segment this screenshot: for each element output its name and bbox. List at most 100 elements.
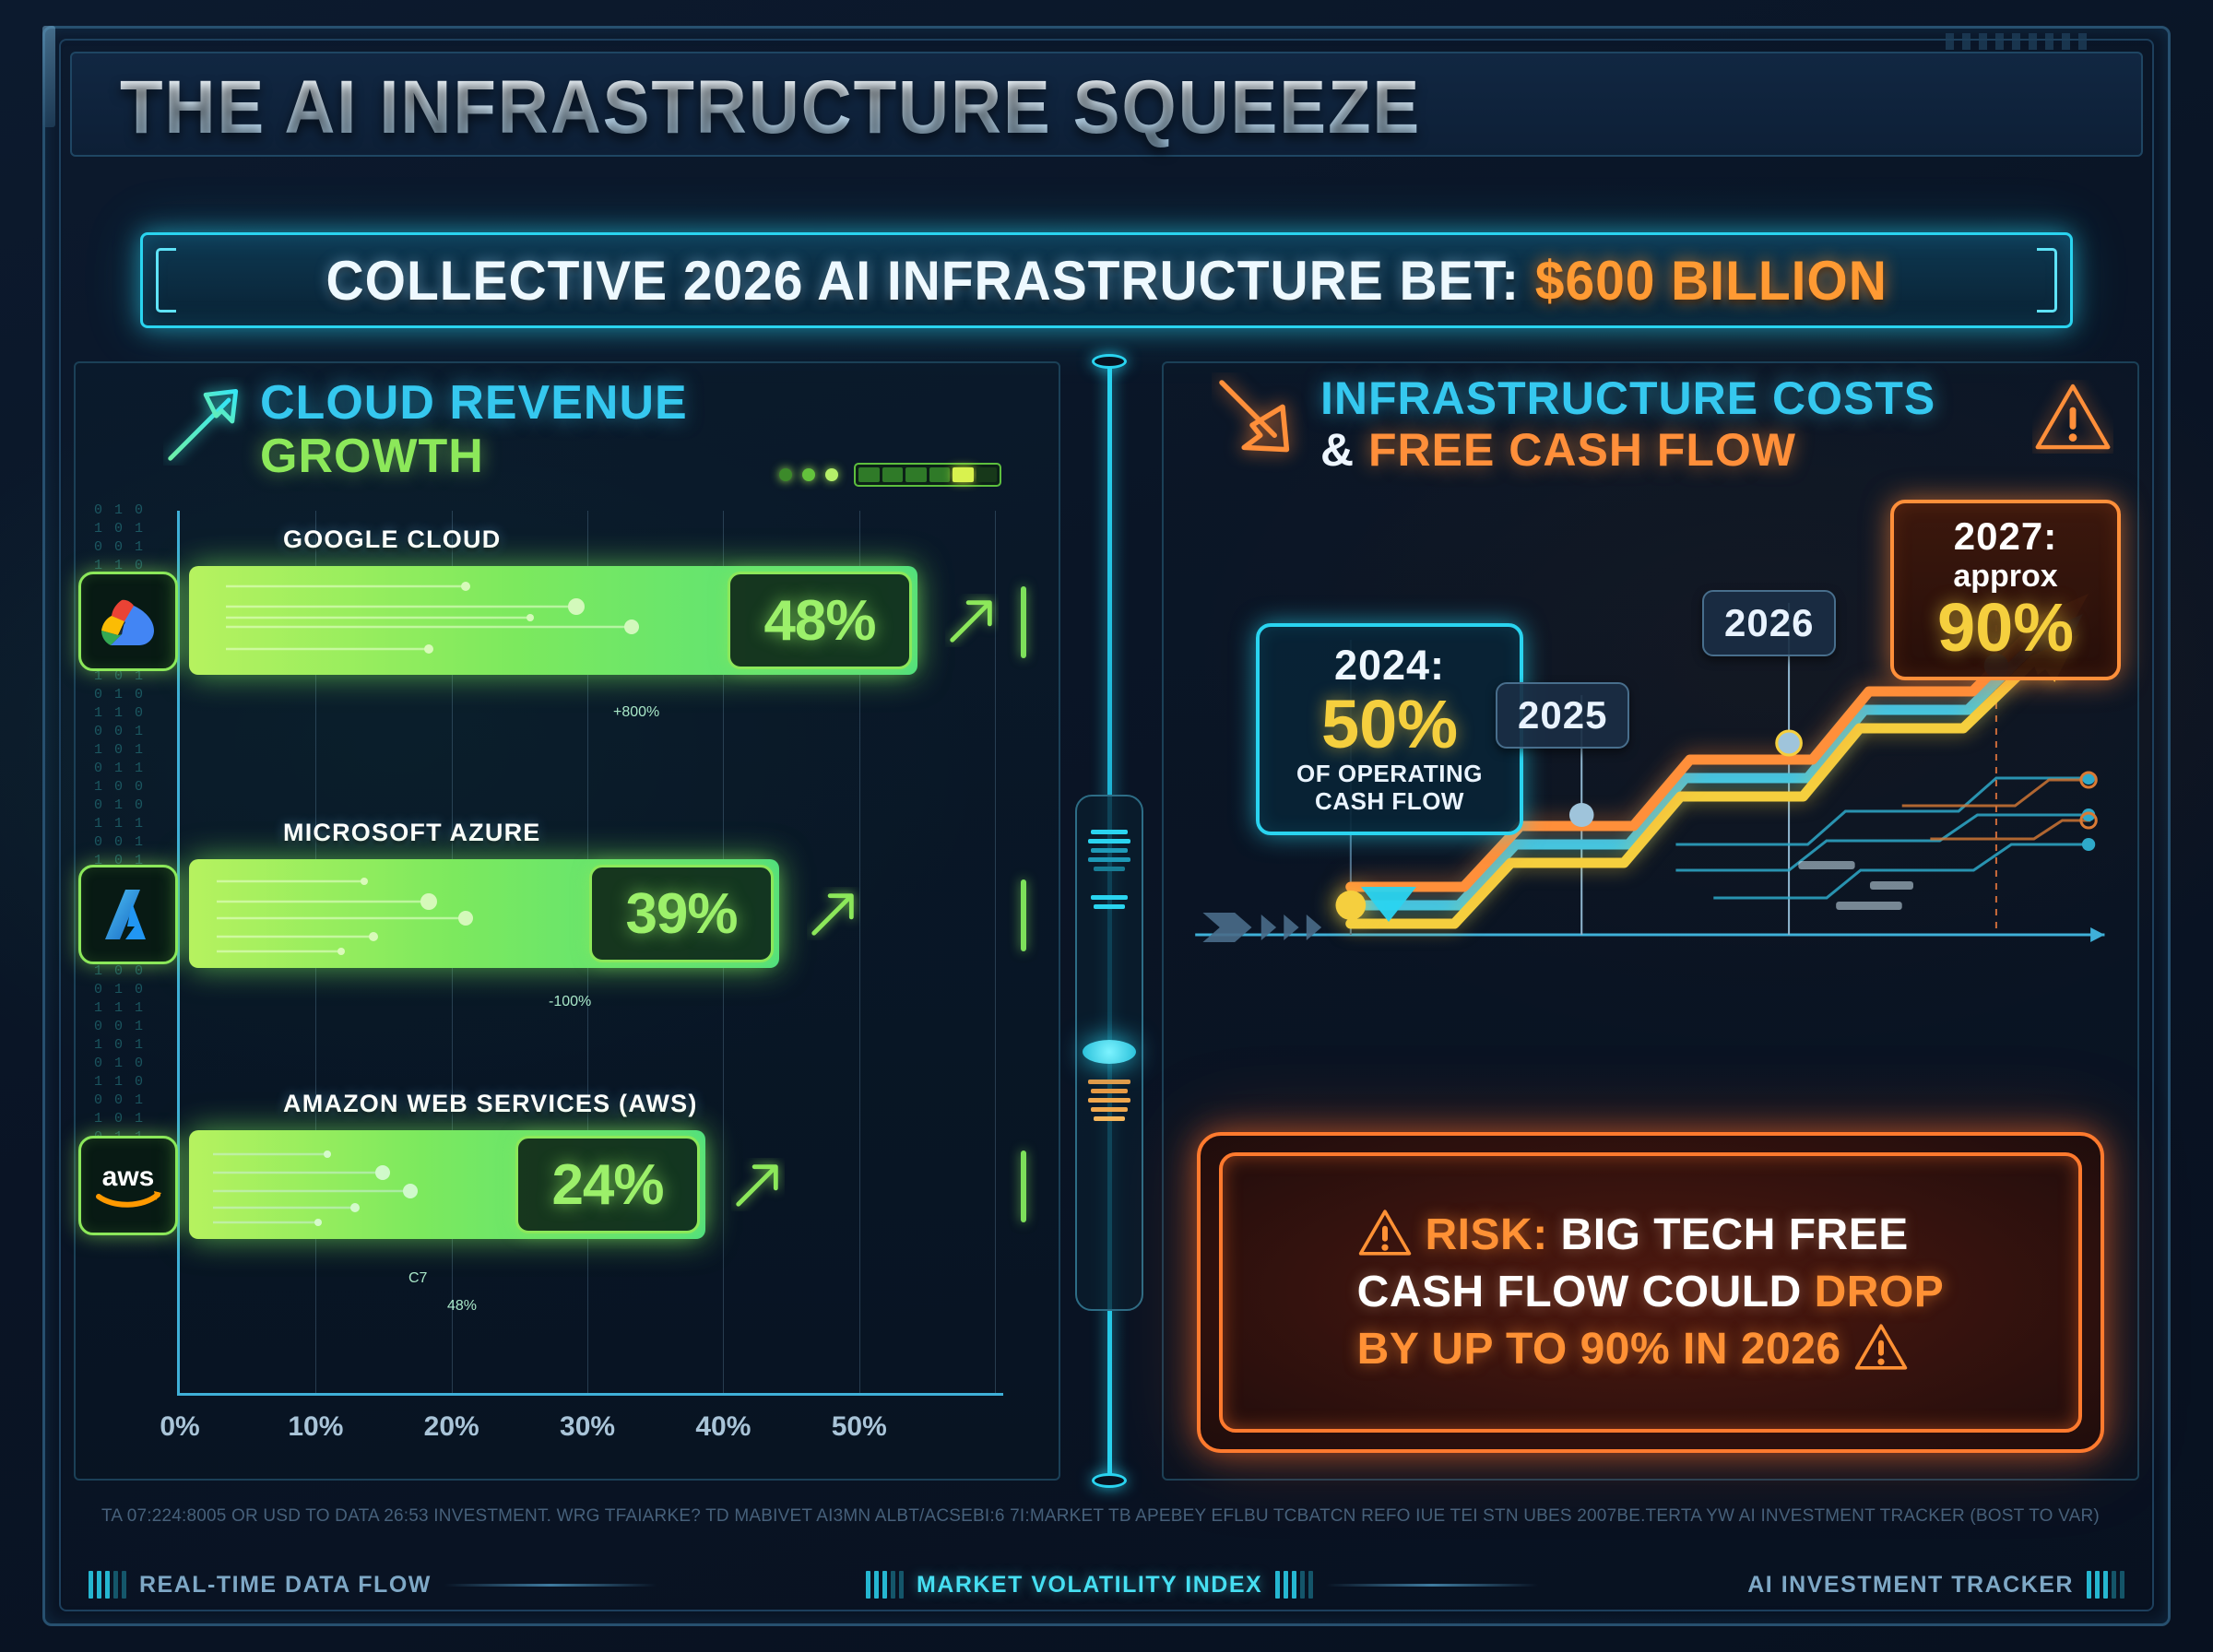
footer-right-group: AI INVESTMENT TRACKER bbox=[1747, 1571, 2124, 1599]
bar-value-box: 24% bbox=[515, 1136, 700, 1233]
risk-alert-text: RISK: BIG TECH FREE CASH FLOW COULD DROP… bbox=[1357, 1207, 1945, 1378]
ampersand: & bbox=[1320, 424, 1355, 476]
signal-bars-icon bbox=[865, 1571, 904, 1599]
left-heading-line2: GROWTH bbox=[260, 430, 484, 483]
infrastructure-costs-panel: INFRASTRUCTURE COSTS & FREE CASH FLOW bbox=[1162, 361, 2139, 1481]
signal-bars-icon bbox=[89, 1571, 126, 1599]
x-axis-label: 30% bbox=[560, 1411, 616, 1442]
x-axis-label: 0% bbox=[160, 1411, 200, 1442]
page-title: THE AI INFRASTRUCTURE SQUEEZE bbox=[120, 57, 1421, 159]
footer-center-group: MARKET VOLATILITY INDEX bbox=[865, 1571, 1539, 1599]
footer-divider-line bbox=[444, 1583, 657, 1587]
footer-divider-line bbox=[1326, 1583, 1539, 1587]
arrow-up-right-icon bbox=[168, 388, 239, 461]
warning-triangle-icon bbox=[1855, 1324, 1908, 1370]
status-dot bbox=[825, 468, 838, 481]
callout-2024-sub1: OF OPERATING bbox=[1296, 760, 1483, 787]
cloud-revenue-bar-chart: GOOGLE CLOUD bbox=[78, 511, 1026, 1442]
risk-line2-white: CASH FLOW COULD bbox=[1356, 1268, 1802, 1316]
x-axis-label: 20% bbox=[423, 1411, 479, 1442]
signal-meter bbox=[854, 463, 1001, 487]
risk-prefix: RISK: bbox=[1425, 1210, 1548, 1259]
banner-amount: $600 BILLION bbox=[1534, 249, 1888, 312]
status-dot bbox=[802, 468, 815, 481]
divider-cap-top bbox=[1092, 354, 1127, 369]
arrow-down-right-icon bbox=[1219, 380, 1290, 453]
x-axis-label: 50% bbox=[831, 1411, 887, 1442]
bar-brand-label: AMAZON WEB SERVICES (AWS) bbox=[283, 1090, 698, 1117]
headline-banner: COLLECTIVE 2026 AI INFRASTRUCTURE BET: $… bbox=[140, 232, 2073, 328]
signal-bars-icon bbox=[1275, 1571, 1314, 1599]
cost-trend-chart: 2024: 50% OF OPERATING CASH FLOW 2025 20… bbox=[1186, 500, 2128, 1018]
center-divider bbox=[1075, 354, 1143, 1488]
risk-alert-inner: RISK: BIG TECH FREE CASH FLOW COULD DROP… bbox=[1219, 1152, 2082, 1433]
callout-2024-pointer bbox=[1361, 887, 1416, 922]
divider-hub bbox=[1083, 1040, 1136, 1064]
circuit-decoration bbox=[213, 1150, 418, 1226]
callout-2024: 2024: 50% OF OPERATING CASH FLOW bbox=[1256, 623, 1523, 835]
year-marker-2025: 2025 bbox=[1496, 682, 1630, 749]
risk-line2-orange: DROP bbox=[1814, 1268, 1945, 1316]
callout-2027-percent: 90% bbox=[1936, 589, 2075, 666]
trend-up-icon bbox=[736, 1164, 778, 1207]
bar-brand-label: MICROSOFT AZURE bbox=[283, 819, 541, 846]
banner-prefix: COLLECTIVE 2026 AI INFRASTRUCTURE BET: bbox=[325, 249, 1520, 312]
callout-2027: 2027: approx 90% bbox=[1890, 500, 2121, 680]
right-heading-line1: INFRASTRUCTURE COSTS bbox=[1320, 372, 1936, 424]
banner-bracket-left bbox=[156, 248, 176, 313]
footer-status-bar: REAL-TIME DATA FLOW MARKET VOLATILITY IN… bbox=[89, 1565, 2124, 1604]
left-panel-heading: CLOUD REVENUE GROWTH bbox=[260, 376, 688, 483]
circuit-decoration bbox=[226, 582, 639, 654]
warning-triangle-icon bbox=[1358, 1210, 1411, 1256]
fineprint-ticker: TA 07:224:8005 OR USD TO DATA 26:53 INVE… bbox=[101, 1506, 2100, 1526]
micro-label: C7 bbox=[408, 1270, 428, 1286]
status-indicator-group bbox=[779, 463, 1001, 487]
x-axis-label: 40% bbox=[695, 1411, 751, 1442]
right-heading-line2: & FREE CASH FLOW bbox=[1320, 424, 1935, 476]
year-marker-2026: 2026 bbox=[1702, 590, 1837, 656]
bar-value-box: 48% bbox=[728, 572, 912, 669]
footer-left-label: REAL-TIME DATA FLOW bbox=[139, 1571, 432, 1598]
banner-text: COLLECTIVE 2026 AI INFRASTRUCTURE BET: $… bbox=[325, 249, 1887, 313]
right-heading-line2-text: FREE CASH FLOW bbox=[1368, 424, 1796, 476]
trend-up-icon bbox=[950, 600, 992, 643]
circuit-decoration bbox=[217, 878, 473, 955]
title-band bbox=[70, 52, 2143, 157]
footer-right-label: AI INVESTMENT TRACKER bbox=[1747, 1571, 2074, 1598]
bar-value-box: 39% bbox=[589, 865, 774, 962]
right-panel-heading: INFRASTRUCTURE COSTS & FREE CASH FLOW bbox=[1320, 372, 1935, 476]
bar-value-label: 24% bbox=[551, 1152, 664, 1217]
x-axis-label: 10% bbox=[288, 1411, 344, 1442]
risk-line1: BIG TECH FREE bbox=[1560, 1210, 1909, 1259]
callout-2024-percent: 50% bbox=[1320, 686, 1459, 762]
callout-2027-approx: approx bbox=[1953, 559, 2058, 594]
microsoft-azure-logo bbox=[78, 865, 178, 964]
google-cloud-logo bbox=[78, 572, 178, 671]
risk-alert-box: RISK: BIG TECH FREE CASH FLOW COULD DROP… bbox=[1197, 1132, 2104, 1453]
cloud-revenue-panel: CLOUD REVENUE GROWTH 0 1 0 1 0 1 0 0 1 1… bbox=[74, 361, 1060, 1481]
micro-label: +800% bbox=[613, 704, 660, 720]
outer-frame bbox=[42, 26, 2171, 1626]
callout-2027-year: 2027: bbox=[1953, 514, 2058, 558]
callout-2024-year: 2024: bbox=[1333, 642, 1446, 689]
bar-value-label: 48% bbox=[763, 588, 876, 653]
svg-text:aws: aws bbox=[102, 1162, 155, 1192]
status-dot bbox=[779, 468, 792, 481]
decorative-bars-top-right bbox=[1946, 33, 2093, 50]
micro-label: 48% bbox=[447, 1298, 478, 1314]
divider-cap-bottom bbox=[1092, 1473, 1127, 1488]
bar-brand-label: GOOGLE CLOUD bbox=[283, 525, 502, 553]
corner-notch-top-left bbox=[42, 26, 55, 127]
bar-value-label: 39% bbox=[625, 881, 738, 946]
aws-logo: aws bbox=[78, 1136, 178, 1235]
left-heading-line1: CLOUD REVENUE bbox=[260, 376, 688, 430]
warning-triangle-icon bbox=[2035, 384, 2111, 450]
footer-center-label: MARKET VOLATILITY INDEX bbox=[916, 1571, 1263, 1598]
footer-left-group: REAL-TIME DATA FLOW bbox=[89, 1571, 657, 1599]
signal-bars-icon bbox=[2086, 1571, 2124, 1599]
callout-2024-sub2: CASH FLOW bbox=[1315, 787, 1464, 815]
trend-up-icon bbox=[811, 893, 854, 936]
risk-line3: BY UP TO 90% IN 2026 bbox=[1356, 1325, 1841, 1374]
banner-bracket-right bbox=[2037, 248, 2057, 313]
micro-label: -100% bbox=[549, 994, 592, 1009]
